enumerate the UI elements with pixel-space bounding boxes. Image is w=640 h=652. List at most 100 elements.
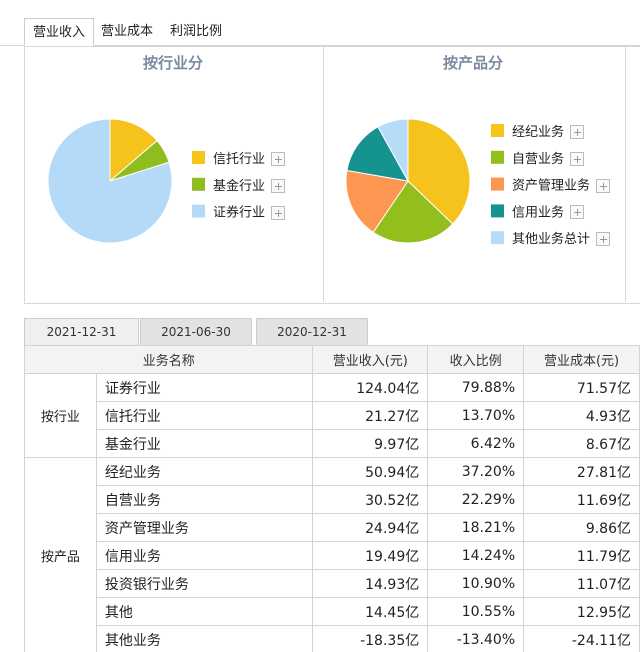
table-row: 投资银行业务 14.93亿 10.90% 11.07亿	[25, 569, 640, 598]
value-cell: 11.07亿	[523, 569, 640, 598]
table-row: 资产管理业务 24.94亿 18.21% 9.86亿	[25, 513, 640, 542]
value-cell: 22.29%	[427, 485, 525, 514]
name-cell: 自营业务	[95, 485, 314, 514]
value-cell: 124.04亿	[312, 373, 429, 402]
group-cell: 按行业	[24, 373, 97, 458]
legend-label: 基金行业	[213, 178, 265, 194]
header-cell: 业务名称	[23, 345, 314, 374]
legend-label: 其他业务总计	[512, 231, 590, 247]
expand-button[interactable]	[271, 178, 286, 193]
value-cell: 4.93亿	[523, 401, 640, 430]
value-cell: 6.42%	[427, 429, 525, 458]
expand-button[interactable]	[570, 125, 585, 139]
legend-label: 自营业务	[512, 151, 564, 167]
legend-label: 资产管理业务	[512, 178, 590, 194]
value-cell: 71.57亿	[523, 373, 640, 402]
value-cell: 79.88%	[427, 373, 525, 402]
chart-title: 按行业分	[143, 54, 203, 72]
expand-button[interactable]	[596, 178, 611, 193]
date-tab[interactable]: 2021-06-30	[140, 318, 252, 345]
date-tab[interactable]: 2021-12-31	[24, 318, 139, 345]
tab[interactable]: 营业成本	[100, 24, 153, 39]
name-cell: 投资银行业务	[95, 569, 314, 598]
name-cell: 信用业务	[95, 541, 314, 570]
value-cell: -18.35亿	[312, 625, 429, 652]
legend-label: 信托行业	[213, 152, 265, 167]
value-cell: 14.45亿	[312, 597, 429, 626]
table-row: 其他业务 -18.35亿 -13.40% -24.11亿	[25, 625, 640, 652]
table-row: 信托行业 21.27亿 13.70% 4.93亿	[25, 401, 640, 430]
pie-slice	[47, 118, 173, 244]
value-cell: 8.67亿	[523, 429, 640, 458]
pie-slice	[345, 169, 409, 233]
value-cell: 14.24%	[427, 541, 525, 570]
pie-slice	[372, 180, 454, 244]
header-row: 业务名称 营业收入(元) 收入比例 营业成本(元)	[23, 345, 640, 374]
tab[interactable]: 营业收入	[24, 18, 94, 46]
value-cell: 10.55%	[427, 597, 525, 626]
chart-panel	[24, 46, 640, 304]
value-cell: 11.69亿	[523, 485, 640, 514]
legend-swatch	[491, 150, 504, 164]
date-tab[interactable]: 2020-12-31	[256, 318, 368, 345]
table: 业务名称 营业收入(元) 收入比例 营业成本(元) 按行业 证券行业 124.04亿 79.8…	[23, 345, 640, 652]
legend-swatch	[192, 204, 205, 218]
expand-button[interactable]	[570, 205, 585, 220]
tab-bar: 营业收入 营业成本 利润比例	[0, 18, 640, 46]
value-cell: 21.27亿	[312, 401, 429, 430]
legend-label: 经纪业务	[512, 124, 564, 140]
legend-swatch	[491, 204, 504, 218]
name-cell: 经纪业务	[95, 457, 314, 486]
divider	[323, 46, 324, 302]
header-cell: 收入比例	[427, 345, 525, 374]
pie-slice	[377, 118, 409, 183]
divider	[625, 46, 626, 302]
value-cell: 37.20%	[427, 457, 525, 486]
table-row: 其他 14.45亿 10.55% 12.95亿	[25, 597, 640, 626]
table-row: 按产品 经纪业务 50.94亿 37.20% 27.81亿	[24, 457, 640, 652]
value-cell: 50.94亿	[312, 457, 429, 486]
value-cell: 19.49亿	[312, 541, 429, 570]
group-cell: 按产品	[24, 457, 97, 652]
expand-button[interactable]	[271, 205, 286, 220]
expand-button[interactable]	[570, 151, 585, 166]
value-cell: 24.94亿	[312, 513, 429, 542]
pie-slice	[407, 118, 471, 225]
chart-title: 按产品分	[443, 54, 503, 72]
value-cell: 11.79亿	[523, 541, 640, 570]
legend-swatch	[491, 177, 504, 191]
legend-swatch	[491, 231, 504, 245]
value-cell: 14.93亿	[312, 569, 429, 598]
table-row: 信用业务 19.49亿 14.24% 11.79亿	[25, 541, 640, 570]
value-cell: 13.70%	[427, 401, 525, 430]
name-cell: 资产管理业务	[95, 513, 314, 542]
name-cell: 证券行业	[95, 373, 314, 402]
name-cell: 其他业务	[95, 625, 314, 652]
value-cell: -13.40%	[427, 625, 525, 652]
value-cell: -24.11亿	[523, 625, 640, 652]
header-cell: 营业成本(元)	[523, 345, 640, 374]
name-cell: 信托行业	[95, 401, 314, 430]
value-cell: 9.97亿	[312, 429, 429, 458]
value-cell: 30.52亿	[312, 485, 429, 514]
header-cell: 营业收入(元)	[312, 345, 429, 374]
value-cell: 12.95亿	[523, 597, 640, 626]
table-row: 基金行业 9.97亿 6.42% 8.67亿	[25, 429, 640, 458]
name-cell: 其他	[95, 597, 314, 626]
table-row: 按行业 证券行业 124.04亿 79.88% 71.57亿	[24, 373, 640, 458]
legend-label: 信用业务	[512, 204, 564, 220]
name-cell: 基金行业	[95, 429, 314, 458]
value-cell: 10.90%	[427, 569, 525, 598]
expand-button[interactable]	[596, 232, 611, 247]
expand-button[interactable]	[271, 152, 286, 166]
legend-swatch	[491, 124, 504, 137]
table-row: 自营业务 30.52亿 22.29% 11.69亿	[25, 485, 640, 514]
legend-swatch	[192, 177, 205, 191]
value-cell: 9.86亿	[523, 513, 640, 542]
value-cell: 18.21%	[427, 513, 525, 542]
tab[interactable]: 利润比例	[169, 24, 222, 39]
pie-slice	[346, 126, 409, 182]
value-cell: 27.81亿	[523, 457, 640, 486]
